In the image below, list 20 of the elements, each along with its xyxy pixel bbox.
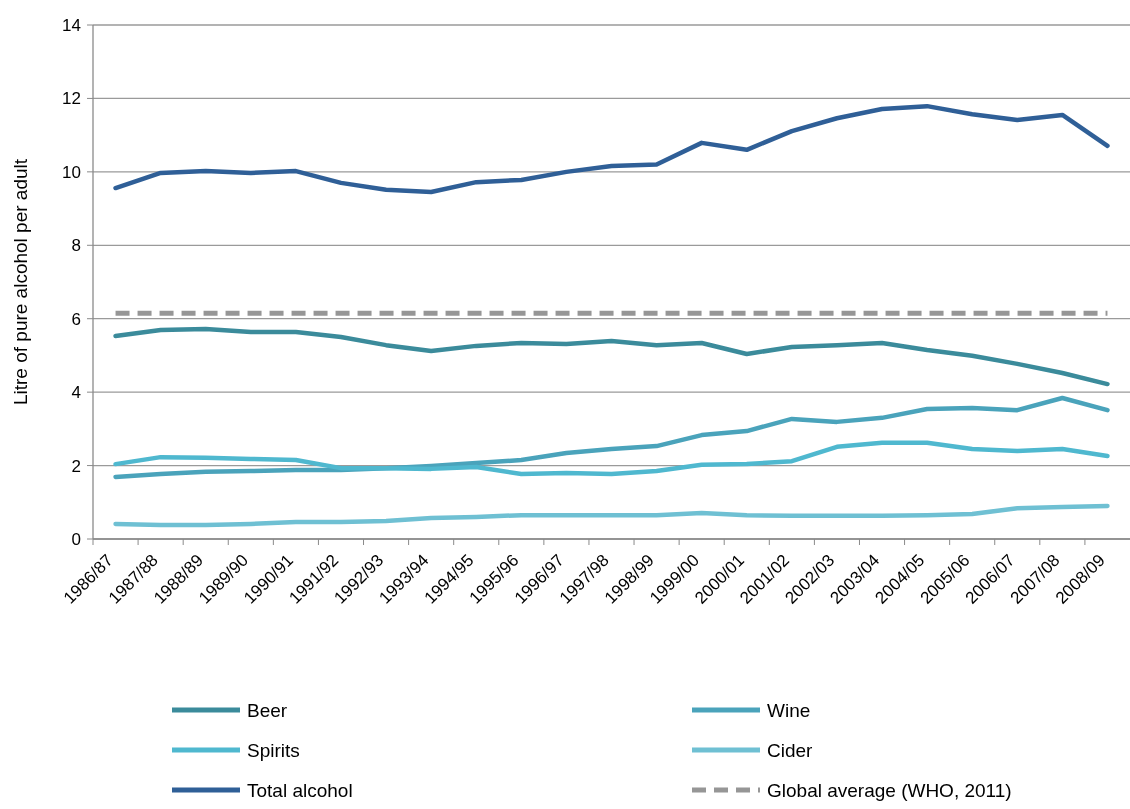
- y-tick-label: 14: [62, 15, 81, 35]
- line-series: [113, 326, 1110, 387]
- line-series: [113, 503, 1110, 528]
- y-tick-label: 2: [71, 456, 81, 476]
- y-tick-label: 4: [71, 383, 81, 403]
- legend-label: Cider: [767, 739, 814, 761]
- y-tick-label: 0: [71, 529, 81, 549]
- legend-label: Total alcohol: [247, 779, 353, 801]
- legend-label: Global average (WHO, 2011): [767, 779, 1012, 801]
- line-series: [113, 440, 1110, 477]
- legend-label: Wine: [767, 699, 811, 721]
- legend-label: Spirits: [247, 739, 300, 761]
- y-tick-label: 8: [71, 236, 81, 256]
- y-tick-label: 12: [62, 89, 81, 109]
- line-series: [113, 103, 1110, 195]
- y-tick-label: 6: [71, 309, 81, 329]
- y-axis-title: Litre of pure alcohol per adult: [10, 158, 31, 406]
- y-tick-label: 10: [62, 162, 81, 182]
- line-series: [113, 395, 1110, 480]
- legend-label: Beer: [247, 699, 288, 721]
